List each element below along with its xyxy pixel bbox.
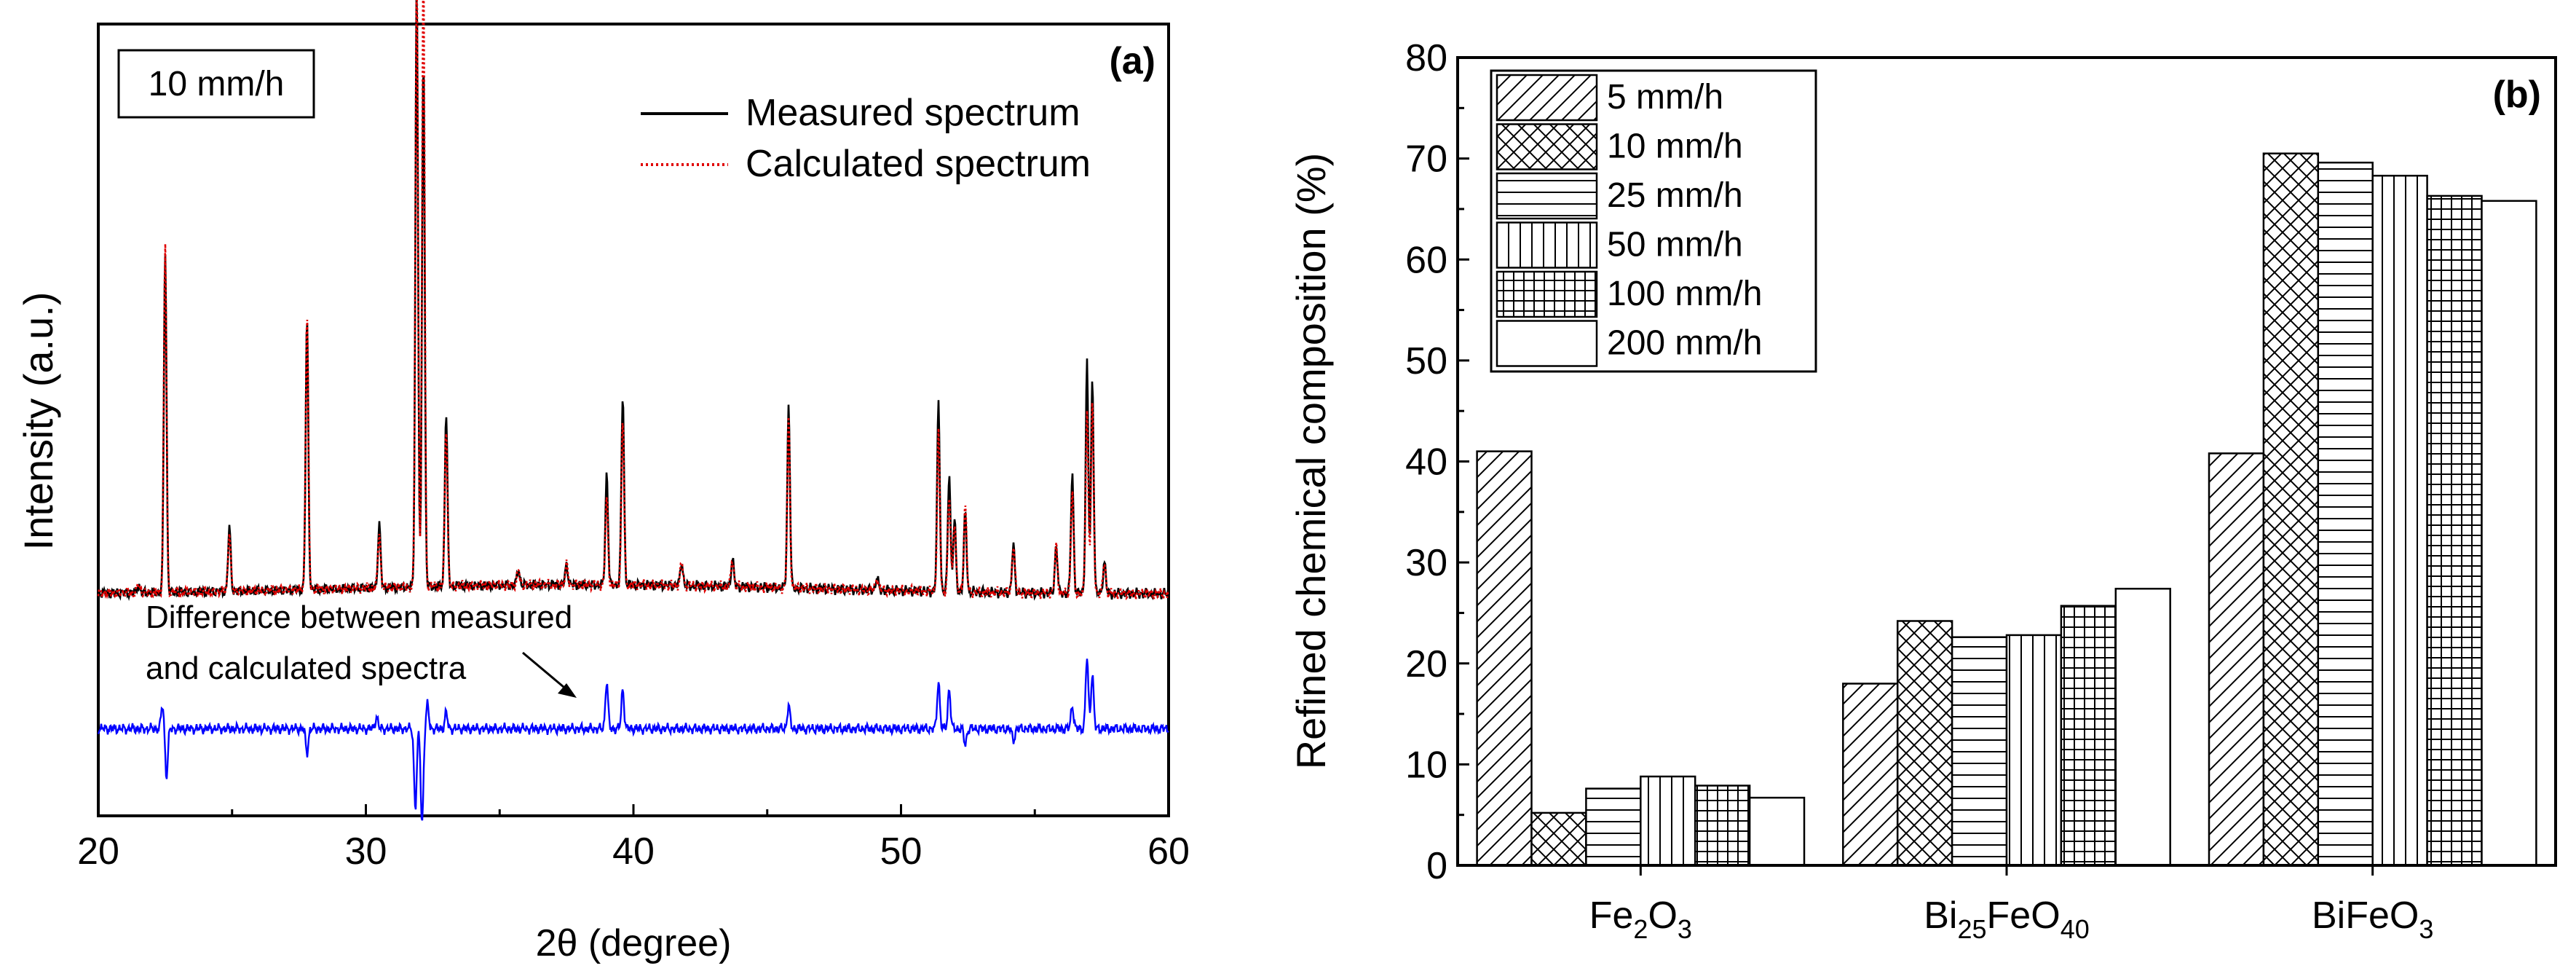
xrd-spectrum-panel: 20 30 40 50 60 10 mm/h (a) Measured spectrum…	[15, 0, 1190, 964]
bar	[2262, 152, 2320, 867]
y-tick-label-b: 40	[1405, 441, 1447, 484]
inset-label: 10 mm/h	[149, 65, 285, 103]
annotation-line-1: Difference between measured	[146, 599, 572, 635]
difference-spectrum-line	[97, 658, 1169, 821]
legend-a: Measured spectrum Calculated spectrum	[641, 92, 1091, 185]
label-subscript: 40	[2061, 914, 2090, 944]
x-category-label: Bi25FeO40	[1924, 895, 2089, 944]
legend-swatch-b	[1496, 320, 1598, 367]
bar	[1951, 636, 2008, 867]
x-tick-label-a: 60	[1147, 830, 1190, 873]
x-category-label: Fe2O3	[1589, 895, 1692, 944]
bar	[1530, 811, 1587, 867]
legend-swatch-b	[1496, 172, 1598, 220]
bar	[2114, 587, 2171, 867]
legend-label-b: 50 mm/h	[1607, 226, 1743, 264]
calculated-spectrum-line	[97, 0, 1169, 601]
bar	[1896, 620, 1953, 867]
annotation-line-2: and calculated spectra	[146, 650, 467, 686]
y-tick-label-b: 50	[1405, 340, 1447, 382]
legend-label-b: 10 mm/h	[1607, 127, 1743, 166]
bar	[2208, 452, 2265, 867]
y-tick-label-b: 10	[1405, 744, 1447, 786]
legend-label-b: 5 mm/h	[1607, 78, 1723, 117]
legend-label-b: 25 mm/h	[1607, 176, 1743, 215]
difference-annotation: Difference between measured and calculat…	[146, 599, 577, 698]
bar	[2060, 605, 2117, 867]
bar	[2481, 200, 2537, 867]
legend-label-b: 200 mm/h	[1607, 324, 1762, 363]
y-tick-label-b: 0	[1426, 845, 1447, 887]
bar	[1842, 683, 1899, 867]
bar	[2371, 174, 2428, 867]
bar	[1585, 787, 1642, 867]
legend-swatch-b	[1496, 123, 1598, 170]
y-axis-label-a: Intensity (a.u.)	[15, 292, 61, 551]
panel-label-b: (b)	[2493, 74, 2541, 116]
bar	[1640, 775, 1696, 867]
x-tick-label-a: 30	[345, 830, 387, 873]
bar	[2317, 161, 2374, 867]
bar	[1694, 785, 1751, 867]
y-tick-label-b: 70	[1405, 138, 1447, 181]
label-subscript: 3	[2419, 914, 2433, 944]
x-tick-label-a: 50	[880, 830, 922, 873]
y-tick-label-b: 20	[1405, 643, 1447, 685]
legend-swatch-b	[1496, 221, 1598, 269]
legend-b: 5 mm/h 10 mm/h 25 mm/h 50 mm/h 100 mm/h 200 m…	[1490, 69, 1817, 373]
label-subscript: 3	[1678, 914, 1692, 944]
x-axis-category-labels: Fe2O3 Bi25FeO40 BiFeO3	[1589, 865, 2433, 944]
bar-group	[1476, 152, 2537, 867]
spectrum-series-group	[97, 0, 1170, 821]
x-category-label: BiFeO3	[2312, 895, 2433, 944]
legend-swatch-b	[1496, 74, 1598, 122]
label-part: Bi	[1924, 895, 1957, 937]
label-subscript: 2	[1633, 914, 1648, 944]
inset-label-box: 10 mm/h	[117, 49, 315, 119]
label-part: Fe	[1589, 895, 1634, 937]
label-subscript: 25	[1958, 914, 1987, 944]
bar	[1476, 450, 1533, 867]
annotation-arrow	[522, 651, 569, 692]
y-axis-label-b: Refined chemical composition (%)	[1288, 153, 1334, 770]
bar	[1748, 796, 1806, 867]
y-axis-ticks-b: 0 10 20 30 40 50 60 70 80	[1405, 37, 1469, 887]
annotation-arrowhead	[558, 683, 577, 698]
y-tick-label-b: 60	[1405, 239, 1447, 281]
x-axis-label-a: 2θ (degree)	[536, 922, 732, 964]
y-tick-label-b: 30	[1405, 542, 1447, 584]
panel-label-a: (a)	[1109, 40, 1155, 82]
label-part: BiFeO	[2312, 895, 2419, 937]
bar	[2426, 194, 2483, 867]
legend-label-measured: Measured spectrum	[746, 92, 1080, 134]
y-tick-label-b: 80	[1405, 37, 1447, 79]
x-tick-label-a: 20	[77, 830, 119, 873]
bar	[2005, 634, 2063, 867]
x-tick-label-a: 40	[612, 830, 655, 873]
x-axis-ticks-a: 20 30 40 50 60	[77, 804, 1190, 873]
legend-label-b: 100 mm/h	[1607, 275, 1762, 313]
legend-swatch-b	[1496, 270, 1598, 318]
legend-label-calculated: Calculated spectrum	[746, 143, 1091, 185]
label-part: O	[1648, 895, 1677, 937]
label-part: FeO	[1987, 895, 2061, 937]
